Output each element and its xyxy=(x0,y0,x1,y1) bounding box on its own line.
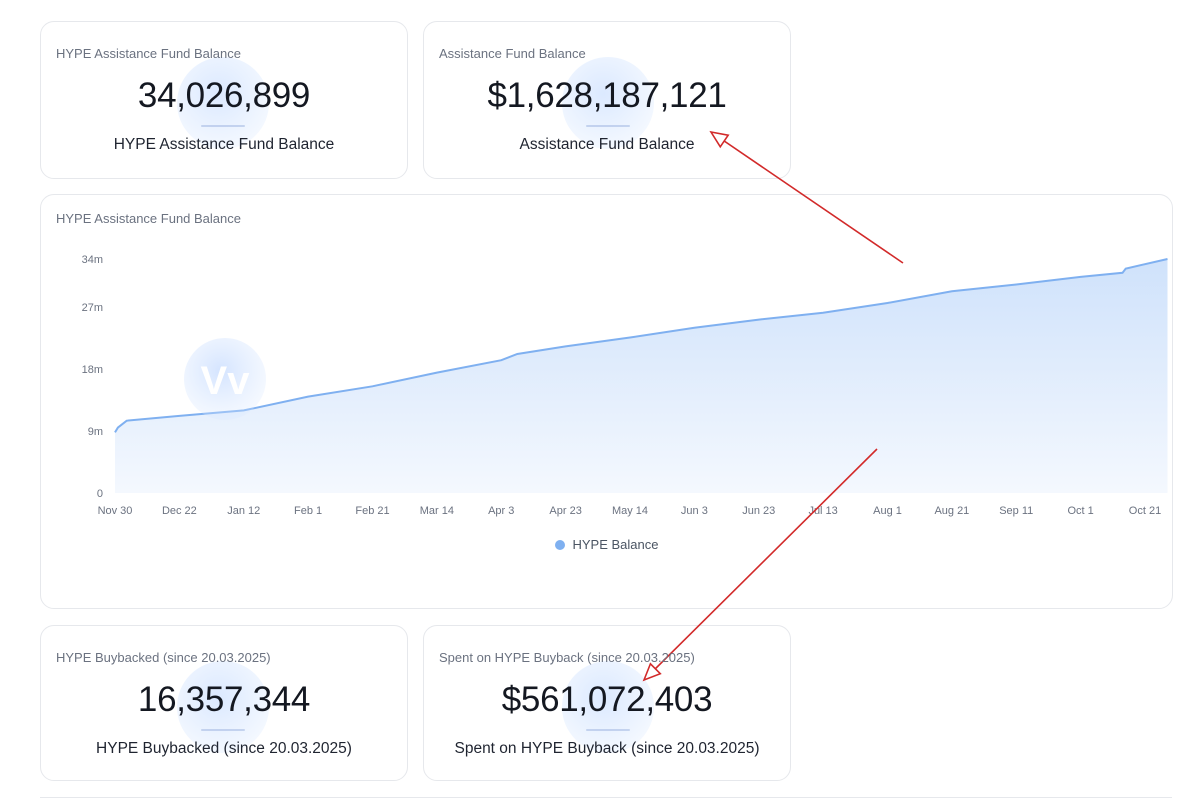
watermark-glyph: Vv xyxy=(201,359,251,403)
card-caption: HYPE Assistance Fund Balance xyxy=(113,136,335,153)
y-tick-label: 27m xyxy=(82,302,103,314)
x-tick-label: May 14 xyxy=(612,505,648,517)
usd-buyback-card: Spent on HYPE Buyback (since 20.03.2025)… xyxy=(423,625,791,781)
x-tick-label: Mar 14 xyxy=(420,505,454,517)
y-tick-label: 34m xyxy=(82,254,103,266)
x-tick-label: Jan 12 xyxy=(227,505,260,517)
watermark-underline xyxy=(201,729,245,731)
x-tick-label: Oct 1 xyxy=(1067,505,1093,517)
card-caption: Spent on HYPE Buyback (since 20.03.2025) xyxy=(454,740,760,757)
fund-balance-chart: 0 9m 18m 27m 34m Nov 30 Dec 22 Jan 12 Feb 1 Feb … xyxy=(82,254,1168,517)
legend-label-hype-balance: HYPE Balance xyxy=(572,537,659,552)
x-tick-label: Jul 13 xyxy=(808,505,837,517)
card-title: HYPE Assistance Fund Balance xyxy=(56,46,241,61)
card-title: Assistance Fund Balance xyxy=(439,46,586,61)
x-tick-label: Oct 21 xyxy=(1129,505,1161,517)
hype-fund-value: 34,026,899 xyxy=(137,76,311,115)
hype-fund-balance-card: HYPE Assistance Fund Balance 34,026,899 … xyxy=(40,21,408,179)
usd-fund-balance-card: Assistance Fund Balance $1,628,187,121 A… xyxy=(423,21,791,179)
chart-card-title: HYPE Assistance Fund Balance xyxy=(56,211,241,226)
x-tick-label: Apr 3 xyxy=(488,505,514,517)
y-tick-label: 9m xyxy=(88,426,103,438)
chart-legend[interactable]: HYPE Balance xyxy=(41,537,1172,552)
fund-balance-chart-card: HYPE Assistance Fund Balance 0 9m 18m 27m 34… xyxy=(40,194,1173,609)
x-tick-label: Sep 11 xyxy=(999,505,1033,517)
card-caption: Assistance Fund Balance xyxy=(519,136,695,153)
x-tick-label: Dec 22 xyxy=(162,505,197,517)
y-axis: 0 9m 18m 27m 34m xyxy=(82,254,103,500)
watermark-underline xyxy=(586,729,630,731)
chart-watermark: Vv xyxy=(184,338,266,420)
x-tick-label: Aug 1 xyxy=(873,505,902,517)
area-fill xyxy=(115,259,1168,493)
watermark-logo xyxy=(177,57,269,149)
y-tick-label: 18m xyxy=(82,364,103,376)
usd-fund-value: $1,628,187,121 xyxy=(487,76,727,115)
card-caption: HYPE Buybacked (since 20.03.2025) xyxy=(96,740,352,757)
divider xyxy=(40,797,1172,798)
x-tick-label: Feb 1 xyxy=(294,505,322,517)
x-tick-label: Jun 23 xyxy=(742,505,775,517)
x-tick-label: Jun 3 xyxy=(681,505,708,517)
card-title: HYPE Buybacked (since 20.03.2025) xyxy=(56,650,271,665)
y-tick-label: 0 xyxy=(97,488,103,500)
x-tick-label: Nov 30 xyxy=(98,505,133,517)
watermark-logo xyxy=(562,57,654,149)
watermark-logo xyxy=(562,661,654,753)
card-title: Spent on HYPE Buyback (since 20.03.2025) xyxy=(439,650,695,665)
hype-buyback-card: HYPE Buybacked (since 20.03.2025) 16,357… xyxy=(40,625,408,781)
watermark-underline xyxy=(586,125,630,127)
hype-buyback-value: 16,357,344 xyxy=(137,680,311,719)
watermark-logo xyxy=(177,661,269,753)
x-tick-label: Aug 21 xyxy=(934,505,969,517)
usd-buyback-value: $561,072,403 xyxy=(501,680,713,719)
legend-dot-hype-balance xyxy=(554,540,565,550)
x-axis: Nov 30 Dec 22 Jan 12 Feb 1 Feb 21 Mar 14 Apr 3… xyxy=(98,505,1162,517)
watermark-underline xyxy=(201,125,245,127)
x-tick-label: Feb 21 xyxy=(355,505,389,517)
x-tick-label: Apr 23 xyxy=(549,505,581,517)
